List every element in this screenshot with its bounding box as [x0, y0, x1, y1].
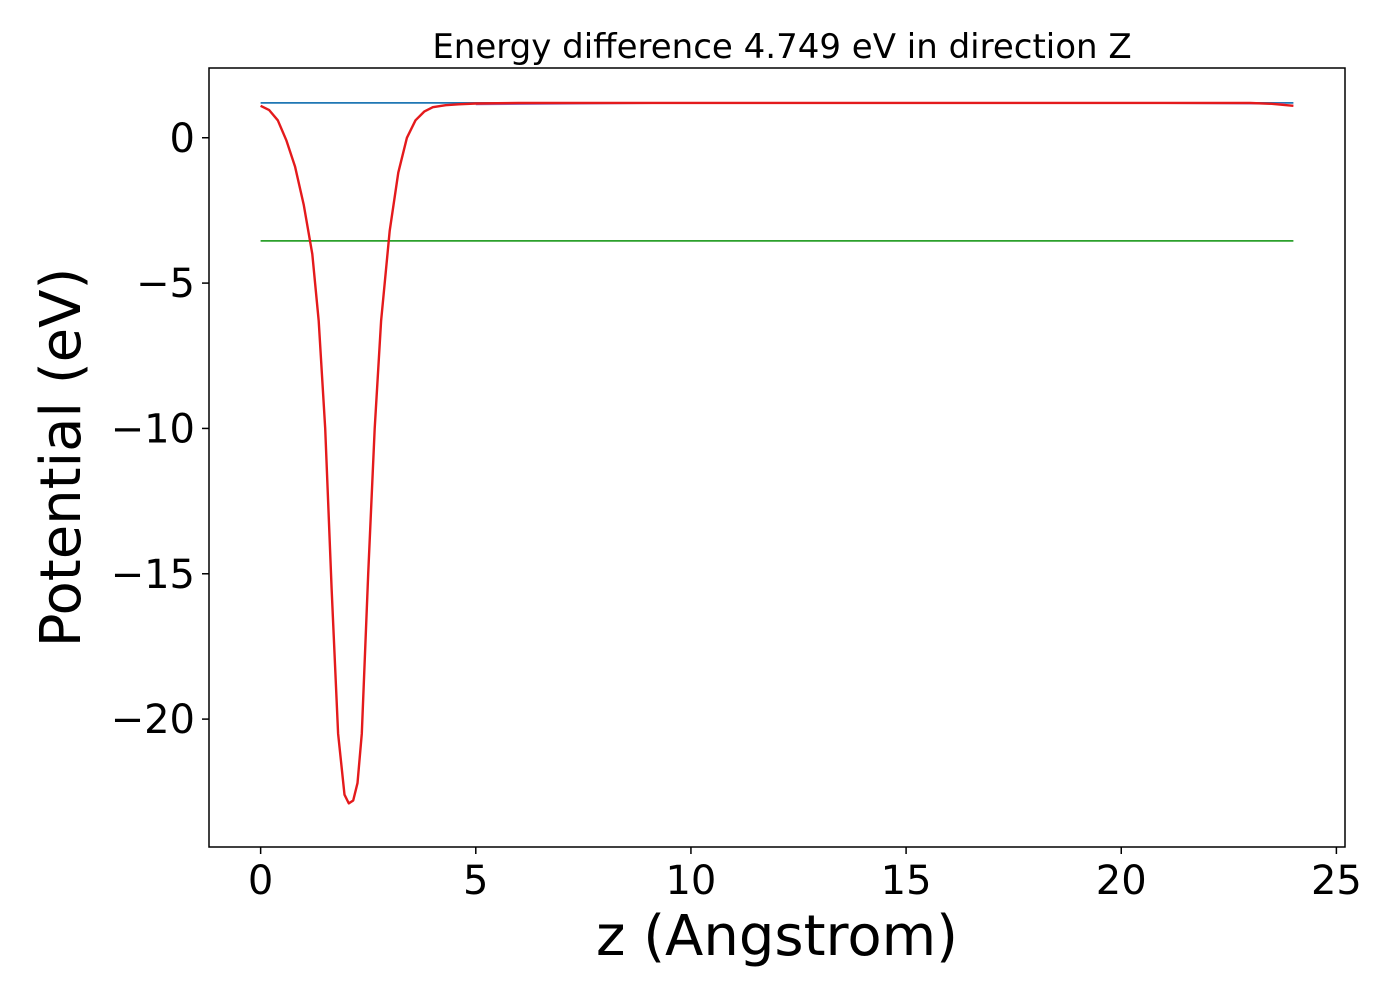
y-tick-label: −15: [111, 552, 195, 598]
chart-title: Energy difference 4.749 eV in direction …: [432, 27, 1131, 67]
y-axis-ticks: 0 −5 −10 −15 −20: [111, 116, 209, 743]
x-tick-label: 0: [248, 858, 273, 904]
x-tick-label: 5: [463, 858, 488, 904]
x-tick-label: 15: [881, 858, 932, 904]
plot-area: [208, 67, 1346, 848]
x-axis-ticks: 0 5 10 15 20 25: [248, 847, 1362, 904]
x-tick-label: 10: [665, 858, 716, 904]
x-axis-title: z (Angstrom): [596, 904, 958, 969]
x-tick-label: 25: [1311, 858, 1362, 904]
series-layer: [260, 101, 1294, 805]
y-tick-label: −10: [111, 406, 195, 452]
series-line-4: [260, 101, 1294, 805]
y-tick-label: −20: [111, 697, 195, 743]
y-tick-label: −5: [136, 261, 195, 307]
x-tick-label: 20: [1096, 858, 1147, 904]
y-axis-title: Potential (eV): [29, 268, 94, 648]
y-tick-label: 0: [170, 116, 195, 162]
